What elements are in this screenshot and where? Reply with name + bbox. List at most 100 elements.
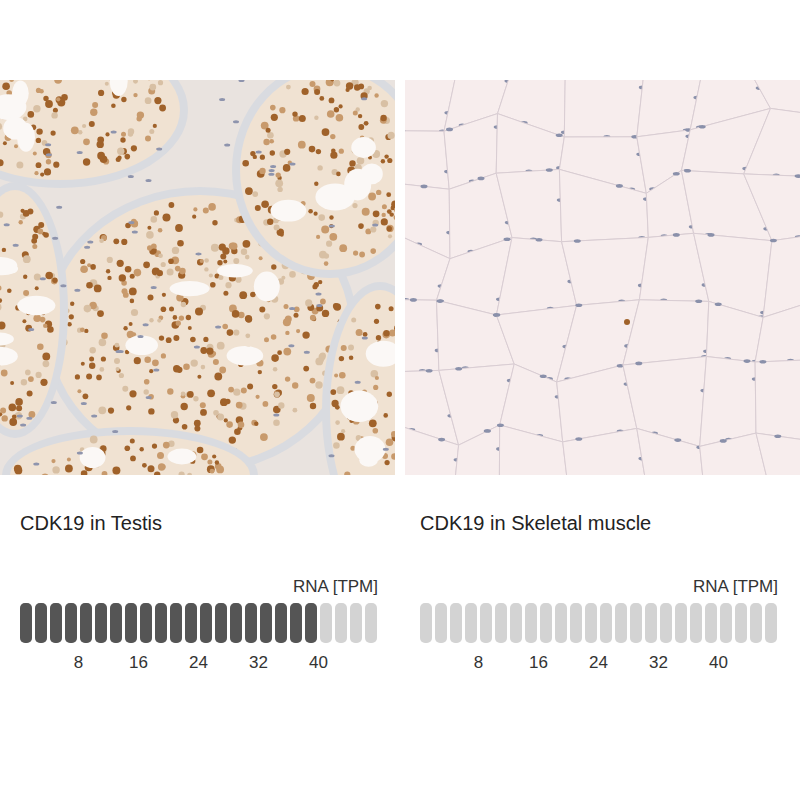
tick-label: 32 (649, 653, 668, 672)
nucleus (349, 160, 355, 166)
gauge-segment (450, 603, 462, 643)
nucleus (337, 433, 345, 441)
nucleus (318, 280, 322, 284)
nucleus (54, 80, 62, 84)
stroma-nucleus (219, 98, 225, 101)
nucleus (214, 373, 222, 381)
nucleus (158, 228, 163, 233)
bar-segment (215, 603, 227, 643)
nucleus (70, 302, 74, 306)
bar-segment (35, 603, 47, 643)
nucleus (115, 343, 120, 348)
stained-nucleus (624, 319, 630, 325)
stroma-nucleus (288, 344, 294, 347)
nucleus (326, 80, 334, 86)
gauge-segment (155, 603, 167, 643)
nucleus (154, 472, 160, 475)
nucleus (22, 319, 26, 323)
nucleus (81, 362, 85, 366)
nucleus (263, 401, 269, 407)
nucleus (92, 102, 98, 108)
nucleus (125, 154, 131, 160)
gauge-segment (720, 603, 732, 643)
nucleus (210, 282, 216, 288)
nucleus (241, 388, 247, 394)
nucleus (90, 109, 97, 116)
nucleus (334, 374, 338, 378)
nucleus (216, 466, 224, 474)
bar-segment (185, 603, 197, 643)
fiber (499, 425, 569, 475)
nucleus (386, 225, 393, 232)
nucleus (133, 80, 138, 84)
nucleus (15, 398, 23, 406)
nucleus (207, 460, 212, 465)
nucleus (146, 231, 154, 239)
bar-segment (200, 603, 212, 643)
gauge-segment (200, 603, 212, 643)
stroma-nucleus (269, 169, 275, 172)
nucleus (314, 182, 318, 186)
nucleus (16, 405, 22, 411)
nucleus (374, 93, 378, 97)
nucleus (173, 315, 178, 320)
fiber (496, 114, 564, 174)
lumen (271, 200, 307, 222)
nucleus (123, 326, 127, 330)
chart: CDK19 in Skeletal muscleRNA [TPM]8162432… (420, 512, 778, 672)
nucleus (254, 422, 258, 426)
fiber (755, 360, 800, 443)
gauge-segment (35, 603, 47, 643)
nucleus (67, 458, 71, 462)
nucleus (181, 302, 186, 307)
nucleus (277, 187, 282, 192)
nucleus (259, 168, 265, 174)
nucleus (235, 277, 241, 283)
nucleus (200, 402, 206, 408)
nucleus (193, 396, 198, 401)
nucleus (148, 294, 154, 300)
nucleus (130, 438, 135, 443)
stroma-nucleus (77, 452, 83, 455)
chart: CDK19 in TestisRNA [TPM]816243240 (20, 512, 378, 672)
nucleus (80, 259, 85, 264)
nucleus (193, 207, 197, 211)
nucleus (354, 84, 360, 90)
stroma-nucleus (20, 424, 26, 427)
gauge-segment (600, 603, 612, 643)
stroma-nucleus (143, 323, 149, 326)
tick-label: 16 (129, 653, 148, 672)
nucleus (125, 445, 131, 451)
nucleus (0, 285, 2, 290)
nucleus (89, 357, 94, 362)
nucleus (382, 204, 387, 209)
stroma-nucleus (146, 396, 152, 399)
nucleus (223, 260, 227, 264)
nucleus (373, 428, 379, 434)
nucleus (42, 353, 50, 361)
nucleus (147, 80, 151, 81)
nucleus (51, 459, 55, 463)
nucleus (132, 332, 136, 336)
nucleus (80, 266, 88, 274)
nucleus (201, 365, 206, 370)
nucleus (271, 264, 276, 269)
nucleus (209, 273, 213, 277)
nucleus (167, 269, 174, 276)
nucleus (292, 382, 298, 388)
nucleus (296, 329, 300, 333)
nucleus (344, 471, 350, 475)
nucleus (337, 386, 345, 394)
nucleus (217, 260, 222, 265)
nucleus (359, 252, 365, 258)
gauge-segment (50, 603, 62, 643)
nucleus (348, 345, 354, 351)
nucleus (0, 298, 2, 303)
stroma-nucleus (196, 252, 202, 255)
nucleus (112, 467, 120, 475)
nucleus (51, 278, 58, 285)
fiber (744, 108, 800, 176)
nucleus (107, 257, 113, 263)
nucleus (21, 379, 27, 385)
gauge-segment (435, 603, 447, 643)
